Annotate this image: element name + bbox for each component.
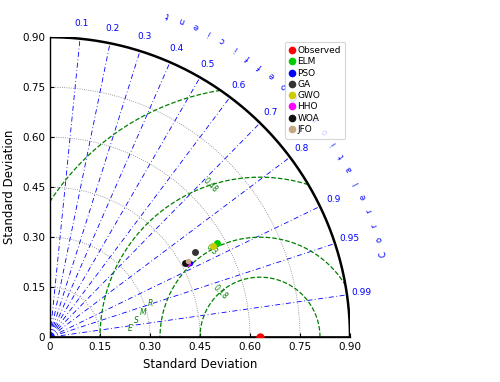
Text: o: o	[374, 236, 384, 243]
Text: e: e	[268, 70, 278, 81]
Text: C: C	[290, 91, 300, 102]
Text: o: o	[279, 81, 288, 91]
Text: e: e	[358, 192, 368, 201]
Text: 0.99: 0.99	[352, 288, 372, 297]
Text: 0.6: 0.6	[232, 81, 246, 90]
Text: 0.95: 0.95	[339, 234, 359, 243]
Text: l: l	[352, 180, 361, 186]
Text: i: i	[206, 29, 212, 37]
Text: 0.8: 0.8	[295, 144, 309, 153]
Text: n: n	[310, 114, 320, 124]
Text: S: S	[134, 316, 139, 325]
Text: 0.48: 0.48	[202, 176, 220, 194]
Text: a: a	[344, 165, 354, 174]
Text: 0.4: 0.4	[169, 44, 183, 53]
Text: R: R	[148, 299, 152, 308]
Text: 0.9: 0.9	[326, 195, 340, 204]
Text: i: i	[232, 44, 239, 53]
Text: 0.18: 0.18	[211, 283, 230, 301]
Text: r: r	[370, 222, 380, 228]
Text: e: e	[192, 21, 200, 31]
Y-axis label: Standard Deviation: Standard Deviation	[4, 130, 16, 244]
Text: M: M	[140, 308, 146, 317]
Text: o: o	[320, 126, 330, 136]
Text: E: E	[128, 324, 132, 333]
Text: f: f	[244, 52, 252, 62]
Text: r: r	[364, 207, 374, 214]
Text: 0.3: 0.3	[204, 242, 220, 257]
X-axis label: Standard Deviation: Standard Deviation	[143, 358, 257, 371]
Text: C: C	[378, 250, 388, 258]
Text: 0.2: 0.2	[106, 24, 120, 33]
Text: 0.5: 0.5	[200, 60, 214, 69]
Text: t: t	[337, 152, 346, 160]
Text: n: n	[178, 15, 186, 25]
Text: f: f	[256, 62, 264, 70]
Legend: Observed, ELM, PSO, GA, GWO, HHO, WOA, JFO: Observed, ELM, PSO, GA, GWO, HHO, WOA, J…	[285, 42, 346, 139]
Text: 0.7: 0.7	[264, 108, 278, 117]
Text: t: t	[164, 10, 170, 19]
Text: c: c	[218, 36, 227, 45]
Text: i: i	[329, 140, 338, 147]
Text: 0.1: 0.1	[74, 19, 88, 28]
Text: 0.3: 0.3	[138, 32, 151, 41]
